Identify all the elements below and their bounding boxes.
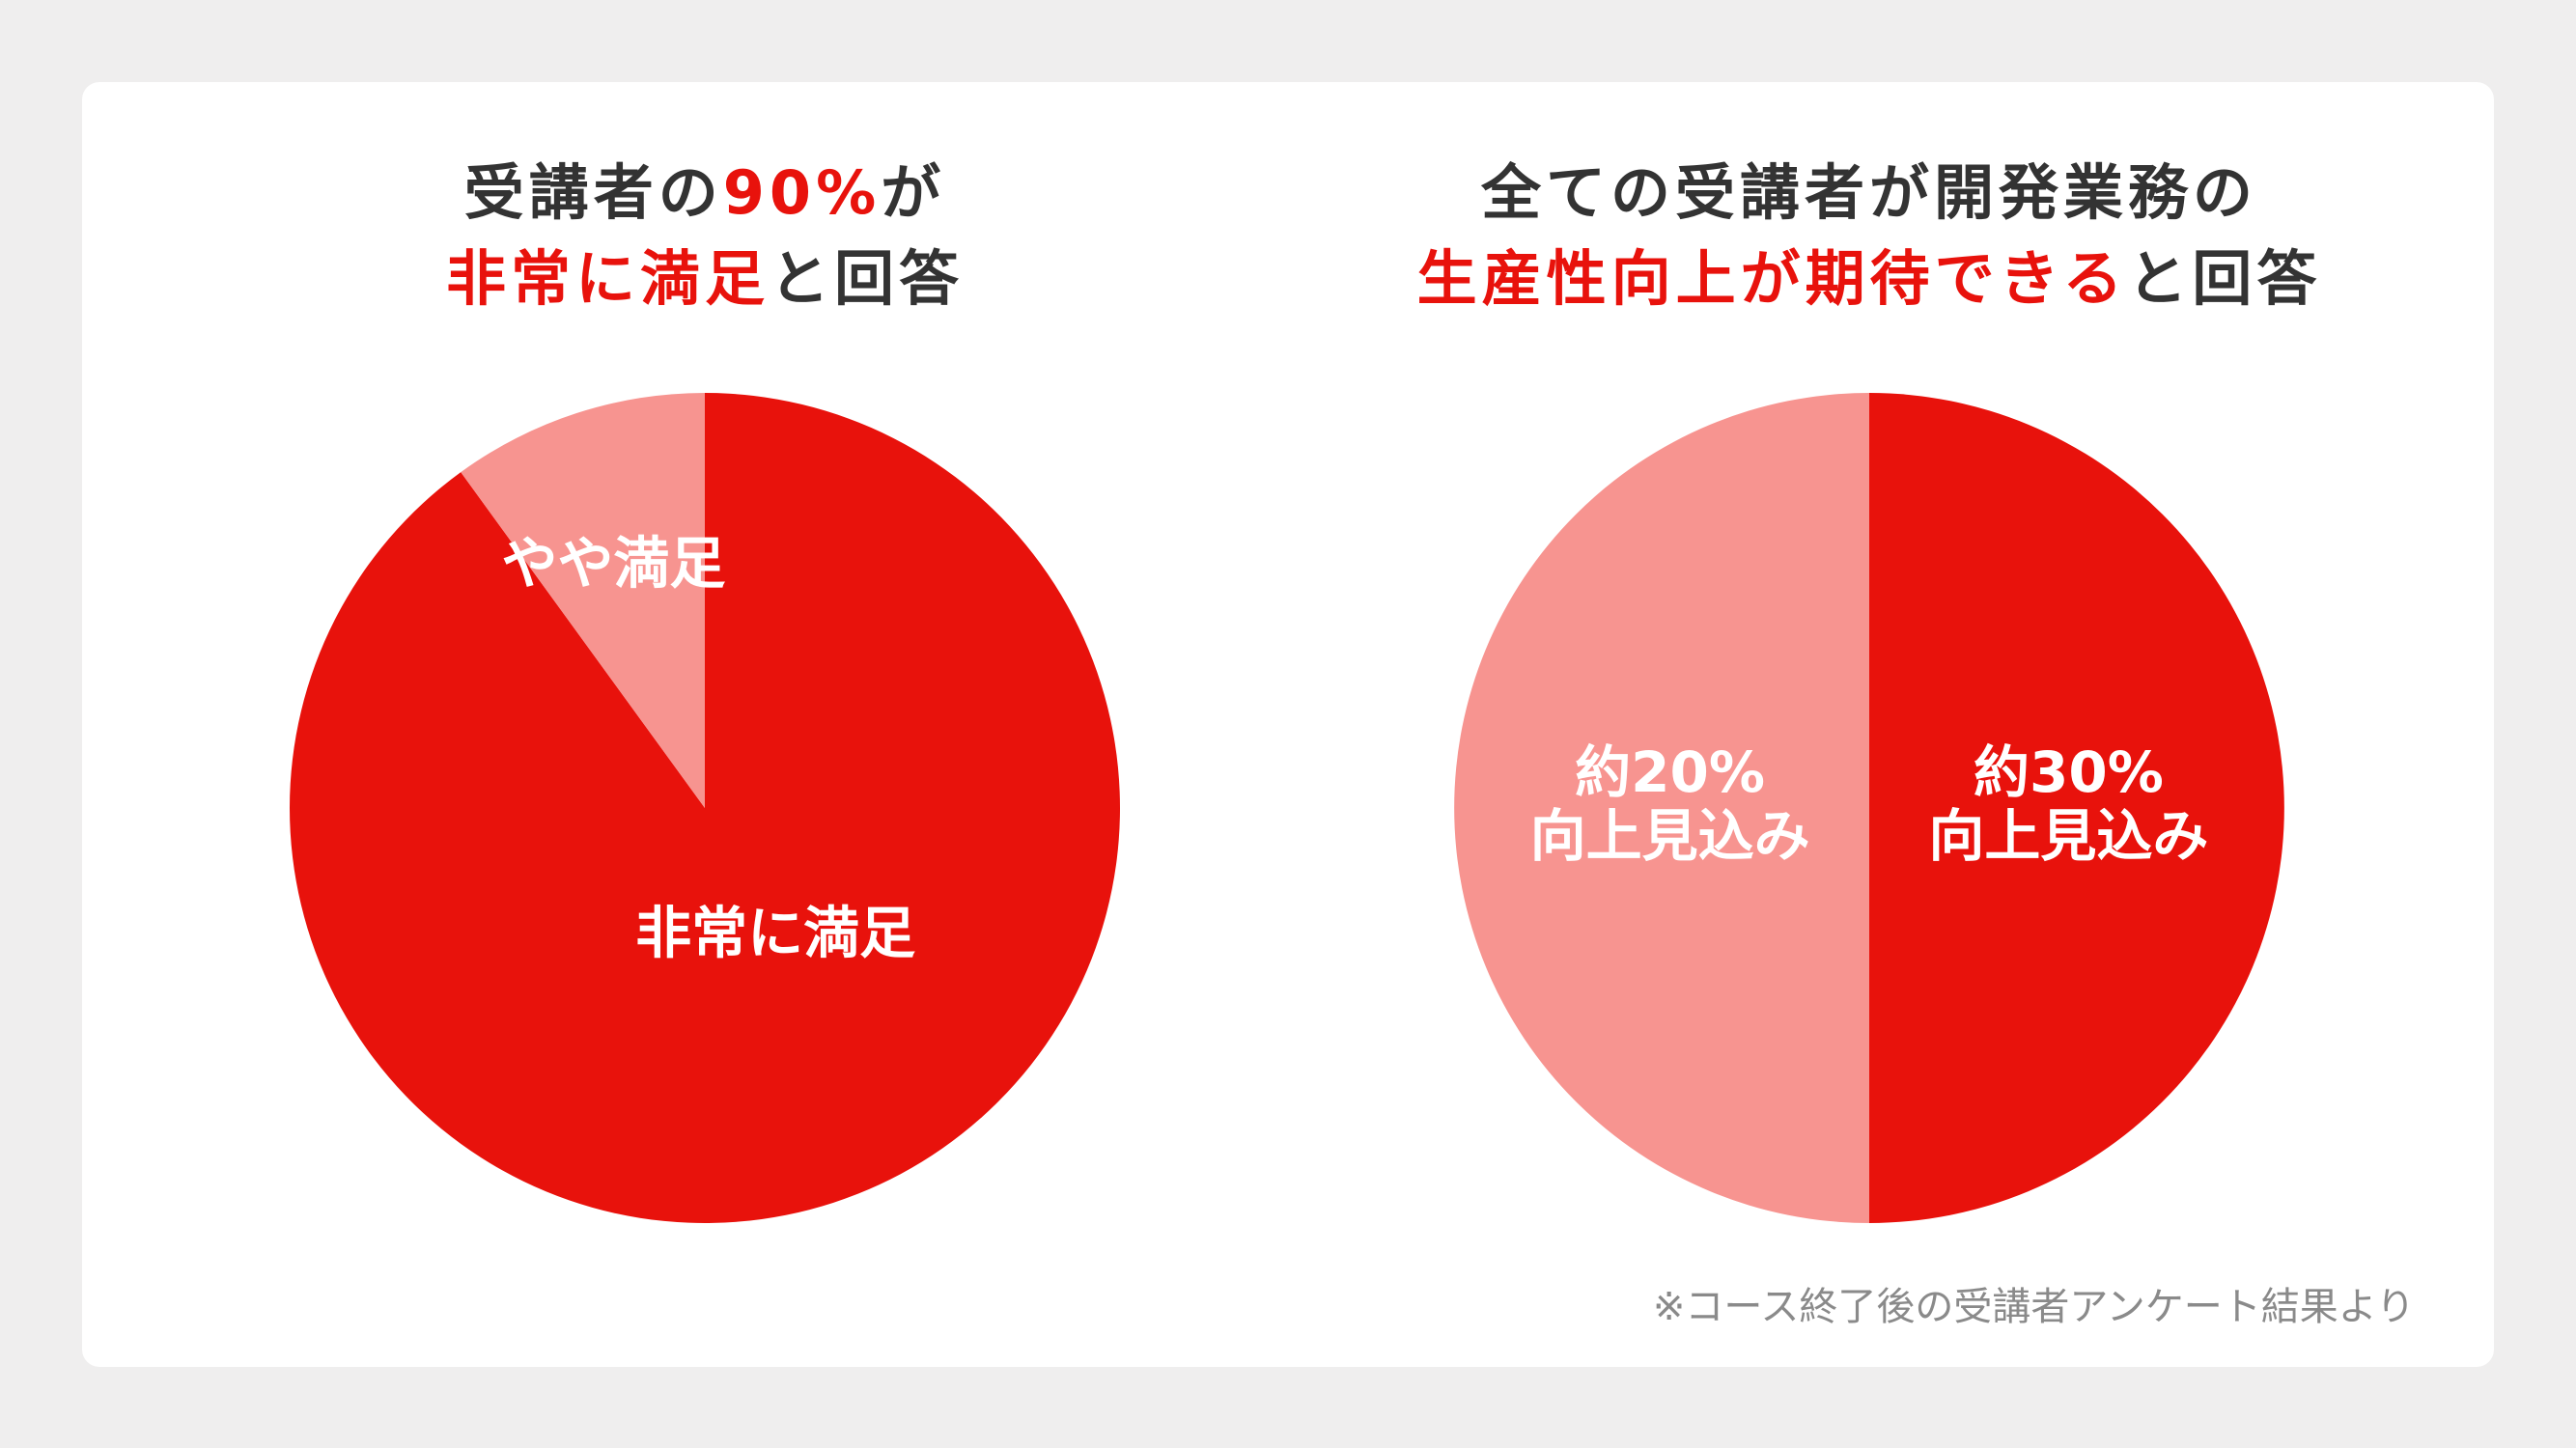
pie-slice — [1869, 393, 2284, 1223]
slice-label: 約30% — [1974, 739, 2164, 805]
footnote: ※コース終了後の受講者アンケート結果より — [1653, 1285, 2415, 1329]
title-segment: 受講者の — [464, 157, 723, 228]
pie-slice — [461, 393, 705, 808]
title-segment: 非常に満足 — [446, 243, 770, 314]
slice-label: 向上見込み — [1530, 803, 1810, 869]
slice-label: やや満足 — [501, 531, 725, 597]
chart-title: 非常に満足と回答 — [446, 243, 964, 314]
chart-title: 生産性向上が期待できると回答 — [1417, 243, 2322, 314]
pie-slice — [289, 393, 1121, 1224]
slice-label: 向上見込み — [1928, 803, 2208, 869]
pie-slice — [1454, 393, 1869, 1223]
title-segment: が — [881, 157, 945, 228]
title-segment: と回答 — [2127, 243, 2321, 314]
title-segment: 90% — [723, 157, 881, 228]
slice-label: 約20% — [1575, 739, 1765, 805]
chart-title: 全ての受講者が開発業務の — [1480, 157, 2257, 228]
title-segment: 全ての受講者が開発業務の — [1480, 157, 2257, 228]
chart-title: 受講者の90%が — [464, 157, 945, 228]
title-segment: 生産性向上が期待できる — [1417, 243, 2128, 314]
title-segment: と回答 — [770, 243, 964, 314]
slice-label: 非常に満足 — [635, 900, 915, 965]
